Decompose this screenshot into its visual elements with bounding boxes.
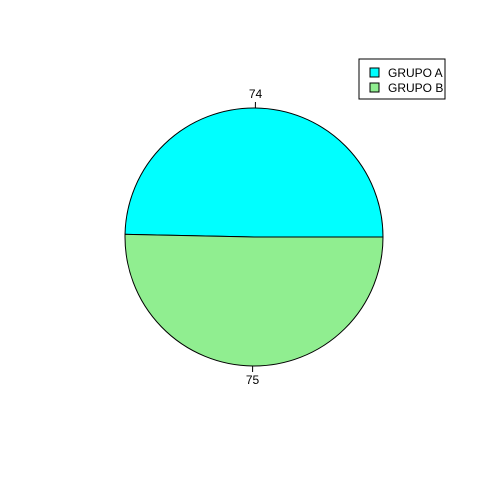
- legend: GRUPO A GRUPO B: [358, 58, 446, 100]
- pie-value-label: 75: [246, 373, 260, 387]
- pie-labels: 74 75: [246, 87, 263, 387]
- legend-label-grupo-a: GRUPO A: [388, 66, 443, 80]
- legend-swatch-grupo-b: [369, 82, 380, 93]
- pie-value-label: 74: [249, 87, 263, 101]
- legend-label-grupo-b: GRUPO B: [388, 81, 443, 95]
- pie-slices: [124, 107, 384, 367]
- legend-swatch-grupo-a: [369, 67, 380, 78]
- pie-slice-grupo-a: [124, 107, 384, 238]
- pie-slice-grupo-b: [124, 233, 384, 367]
